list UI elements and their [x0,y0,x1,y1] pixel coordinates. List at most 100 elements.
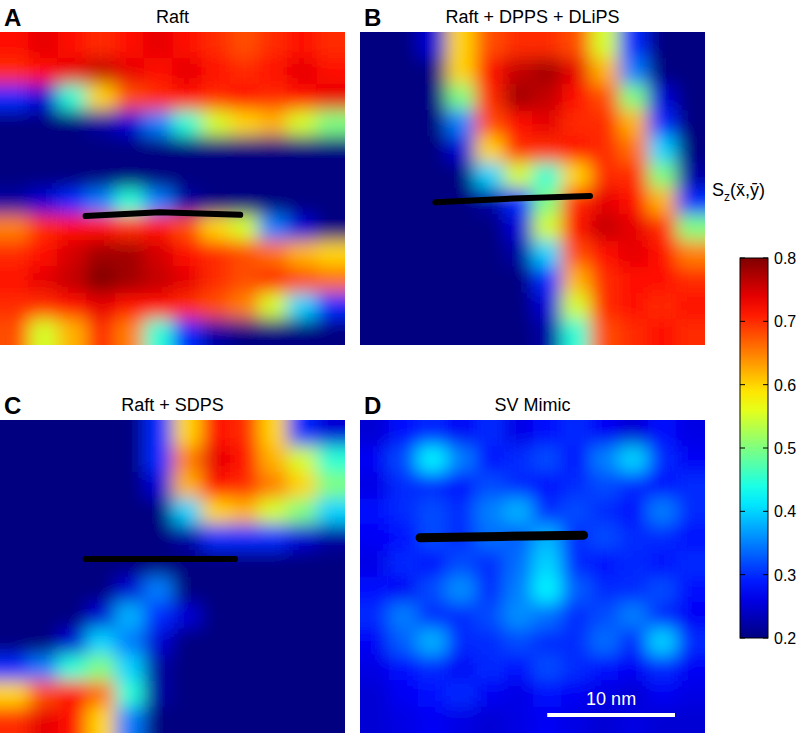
heatmap-cell [475,629,504,656]
heatmap-cell [590,420,619,447]
heatmap-cell [533,577,562,604]
heatmap-cell [533,629,562,656]
heatmap-cell [676,215,705,242]
heatmap-cells [360,32,705,345]
heatmap-cell [475,498,504,525]
heatmap-cell [259,84,288,111]
heatmap-cell [590,293,619,320]
heatmap-cell [504,655,533,682]
heatmap-cell [201,655,230,682]
plot-area [360,32,705,345]
heatmap-cell [201,319,230,345]
heatmap-cell [316,241,345,268]
heatmap-cell [115,110,144,137]
heatmap-cell [29,603,58,630]
heatmap-cell [201,110,230,137]
heatmap-cell [58,472,87,499]
heatmap-cell [389,420,418,447]
heatmap-cell [389,577,418,604]
heatmap-cell [316,58,345,85]
colorbar-tick [740,638,745,639]
heatmap-cell [230,707,259,733]
heatmap-cell [504,446,533,473]
heatmap-cell [389,162,418,189]
scale-bar-label: 10 nm [586,689,636,709]
heatmap-cell [561,655,590,682]
colorbar-tick [740,258,745,259]
heatmap-cell [230,110,259,137]
heatmap-cell [0,550,29,577]
heatmap-cell [173,603,202,630]
heatmap-cell [144,162,173,189]
heatmap-cell [504,472,533,499]
heatmap-cell [389,84,418,111]
heatmap-cell [504,629,533,656]
heatmap-cell [389,681,418,708]
heatmap-cell [115,550,144,577]
heatmap-cell [590,319,619,345]
heatmap-cell [648,136,677,163]
heatmap-cell [360,577,389,604]
heatmap-cell [288,319,317,345]
heatmap-cell [230,472,259,499]
heatmap-cell [561,189,590,216]
heatmap-cell [29,577,58,604]
colorbar-tick [740,511,745,512]
colorbar-tick [740,574,745,575]
heatmap-cell [360,293,389,320]
heatmap-cell [173,655,202,682]
heatmap-cell [504,215,533,242]
heatmap-cell [86,319,115,345]
heatmap-cell [619,293,648,320]
heatmap-cell [144,293,173,320]
heatmap-cell [561,472,590,499]
heatmap-cell [446,110,475,137]
heatmap-cell [86,498,115,525]
heatmap-cell [173,550,202,577]
heatmap-cell [418,681,447,708]
heatmap-cell [389,655,418,682]
heatmap-cell [475,241,504,268]
heatmap-cell [676,498,705,525]
heatmap-cell [446,420,475,447]
heatmap-cell [173,446,202,473]
heatmap-cell [418,215,447,242]
heatmap-cell [259,32,288,59]
heatmap-cell [590,707,619,733]
heatmap-cell [29,189,58,216]
panel-title: Raft + SDPS [121,395,224,415]
heatmap-cell [201,58,230,85]
heatmap-cell [533,58,562,85]
heatmap-cell [360,241,389,268]
heatmap-cell [533,603,562,630]
heatmap-cell [230,681,259,708]
heatmap-cell [58,162,87,189]
heatmap-cell [676,241,705,268]
heatmap-cell [475,32,504,59]
heatmap-cell [316,550,345,577]
scale-bar [547,713,675,717]
heatmap-cell [29,319,58,345]
heatmap-cell [648,420,677,447]
heatmap-cell [0,84,29,111]
heatmap-cell [533,681,562,708]
heatmap-cell [144,472,173,499]
heatmap-cell [115,267,144,294]
heatmap-cell [360,472,389,499]
heatmap-cell [619,215,648,242]
heatmap-cell [533,707,562,733]
heatmap-cell [29,241,58,268]
heatmap-cell [446,136,475,163]
plot-background [0,420,345,733]
heatmap-cell [561,162,590,189]
heatmap-cell [648,267,677,294]
heatmap-cell [288,215,317,242]
heatmap-cell [316,293,345,320]
heatmap-cell [389,629,418,656]
heatmap-cell [316,681,345,708]
heatmap-cell [259,319,288,345]
heatmap-cell [201,629,230,656]
heatmap-cell [590,32,619,59]
heatmap-cell [446,498,475,525]
heatmap-cell [201,446,230,473]
